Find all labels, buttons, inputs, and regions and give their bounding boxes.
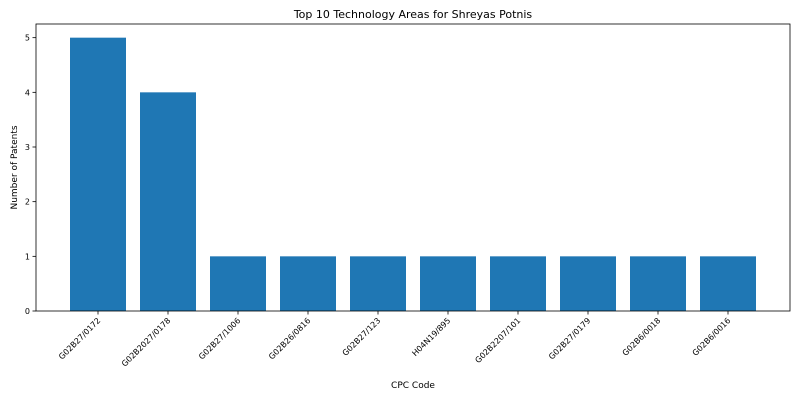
bars-group <box>70 38 756 311</box>
y-tick-label-3: 3 <box>25 143 30 152</box>
x-tick-label-3: G02B26/0816 <box>267 316 312 361</box>
y-tick-label-4: 4 <box>25 88 30 97</box>
x-tick-label-5: H04N19/895 <box>410 316 452 358</box>
x-tick-label-2: G02B27/1006 <box>197 316 242 361</box>
bar-7 <box>560 256 616 311</box>
x-tick-label-8: G02B6/0018 <box>621 316 663 358</box>
y-tick-label-1: 1 <box>25 252 30 261</box>
y-tick-label-2: 2 <box>25 198 30 207</box>
bar-6 <box>490 256 546 311</box>
x-tick-label-0: G02B27/0172 <box>57 316 102 361</box>
chart-title: Top 10 Technology Areas for Shreyas Potn… <box>293 8 533 21</box>
x-tick-label-1: G02B2027/0178 <box>120 316 173 369</box>
x-axis: G02B27/0172 G02B2027/0178 G02B27/1006 G02B2… <box>57 311 732 369</box>
y-tick-label-5: 5 <box>25 34 30 43</box>
bar-9 <box>700 256 756 311</box>
bar-8 <box>630 256 686 311</box>
bar-1 <box>140 92 196 311</box>
bar-2 <box>210 256 266 311</box>
bar-5 <box>420 256 476 311</box>
x-tick-label-4: G02B27/123 <box>341 316 383 358</box>
y-axis: 0 1 2 3 4 5 <box>25 34 36 316</box>
bar-0 <box>70 38 126 311</box>
x-tick-label-9: G02B6/0016 <box>691 316 733 358</box>
y-axis-label: Number of Patents <box>10 125 20 209</box>
bar-4 <box>350 256 406 311</box>
x-axis-label: CPC Code <box>391 381 435 391</box>
x-tick-label-7: G02B27/0179 <box>547 316 592 361</box>
x-tick-label-6: G02B2207/101 <box>473 316 522 365</box>
bar-3 <box>280 256 336 311</box>
y-tick-label-0: 0 <box>25 307 30 316</box>
